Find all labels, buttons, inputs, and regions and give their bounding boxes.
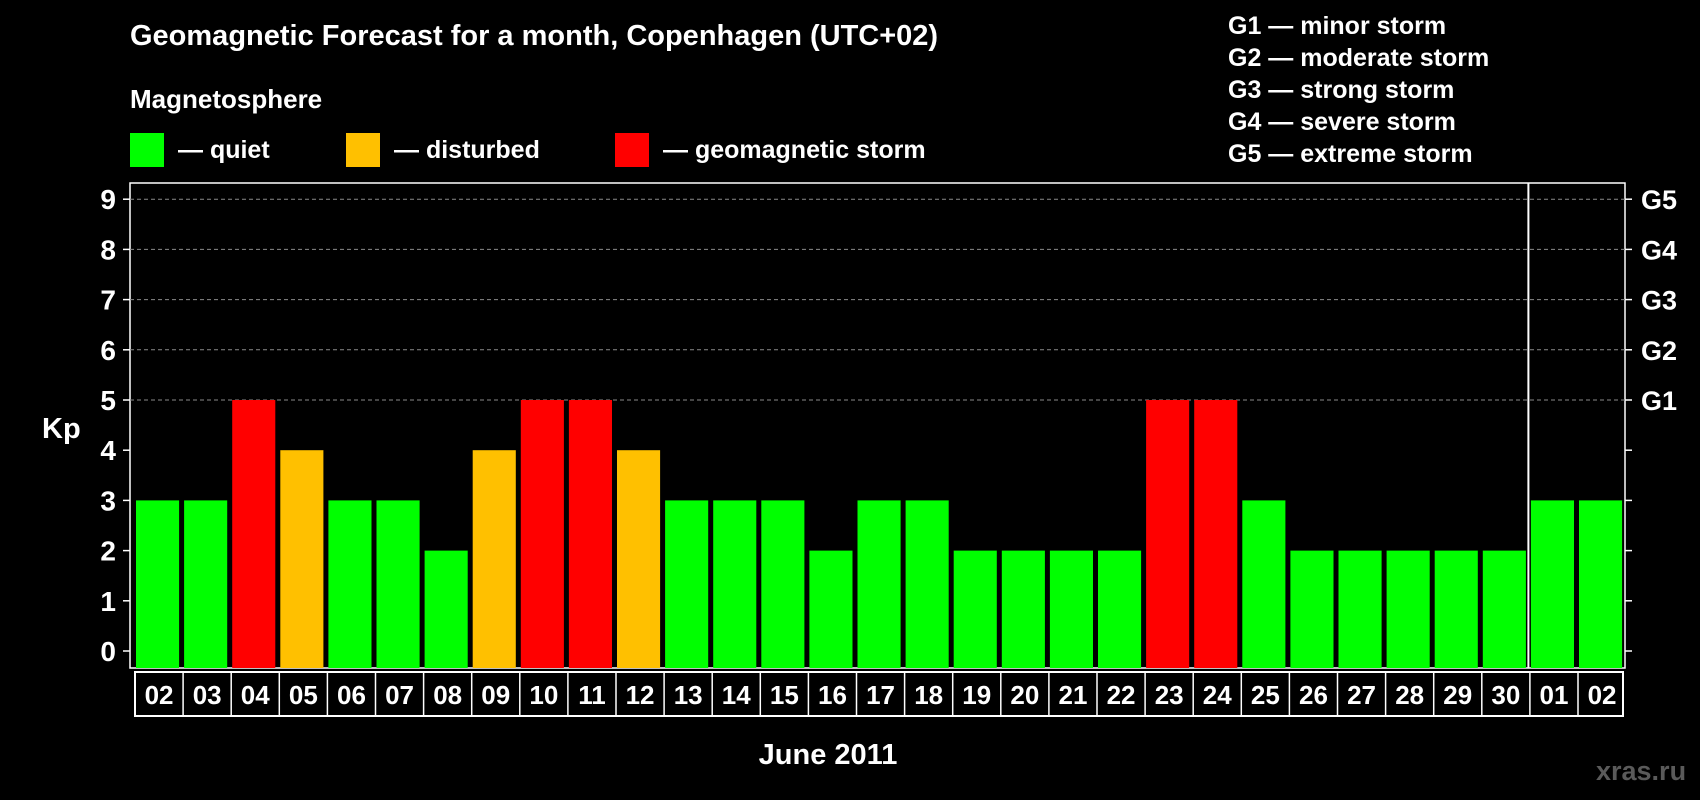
bar xyxy=(1338,550,1382,668)
bar xyxy=(1530,500,1574,668)
storm-level-g4: G4 — severe storm xyxy=(1228,108,1456,136)
x-tick-label: 05 xyxy=(289,680,318,710)
x-tick-label: 23 xyxy=(1155,680,1184,710)
x-tick-label: 27 xyxy=(1347,680,1376,710)
x-tick-label: 08 xyxy=(433,680,462,710)
legend-swatch-disturbed xyxy=(346,133,380,167)
bar xyxy=(136,500,180,668)
storm-level-g1: G1 — minor storm xyxy=(1228,12,1447,40)
bar xyxy=(232,400,276,668)
bar xyxy=(1146,400,1190,668)
bar xyxy=(1386,550,1430,668)
legend-item-quiet: — quiet xyxy=(130,133,270,167)
x-tick-label: 16 xyxy=(818,680,847,710)
x-tick-label: 22 xyxy=(1107,680,1136,710)
storm-level-g2: G2 — moderate storm xyxy=(1228,44,1490,72)
bar xyxy=(809,550,853,668)
y-tick-label: 6 xyxy=(100,335,116,366)
bar xyxy=(568,400,612,668)
bar xyxy=(905,500,949,668)
x-tick-label: 18 xyxy=(914,680,943,710)
bar xyxy=(617,450,661,668)
x-tick-label: 04 xyxy=(241,680,270,710)
bar xyxy=(665,500,709,668)
x-axis-label: June 2011 xyxy=(759,739,898,771)
y-tick-label: 2 xyxy=(100,536,116,567)
x-tick-label: 03 xyxy=(193,680,222,710)
legend-label-disturbed: — disturbed xyxy=(394,135,540,164)
g-level-label: G4 xyxy=(1641,235,1677,265)
y-tick-label: 5 xyxy=(100,385,116,416)
bar xyxy=(424,550,468,668)
bar xyxy=(520,400,564,668)
x-tick-label: 25 xyxy=(1251,680,1280,710)
legend-swatch-storm xyxy=(615,133,649,167)
x-tick-label: 06 xyxy=(337,680,366,710)
y-tick-label: 7 xyxy=(100,285,116,316)
bar xyxy=(857,500,901,668)
bar xyxy=(761,500,805,668)
g-level-label: G5 xyxy=(1641,185,1677,215)
y-tick-label: 8 xyxy=(100,234,116,265)
x-tick-label: 29 xyxy=(1443,680,1472,710)
legend-swatch-quiet xyxy=(130,133,164,167)
bar xyxy=(1098,550,1142,668)
bar xyxy=(1579,500,1623,668)
watermark: xras.ru xyxy=(1596,756,1687,786)
bar xyxy=(472,450,516,668)
x-tick-label: 02 xyxy=(145,680,174,710)
x-tick-label: 17 xyxy=(866,680,895,710)
x-tick-label: 21 xyxy=(1058,680,1087,710)
x-tick-label: 09 xyxy=(481,680,510,710)
x-tick-label: 11 xyxy=(578,680,606,710)
x-tick-label: 26 xyxy=(1299,680,1328,710)
bar xyxy=(1194,400,1238,668)
y-tick-label: 0 xyxy=(100,636,116,667)
g-level-label: G2 xyxy=(1641,336,1677,366)
x-tick-label: 15 xyxy=(770,680,799,710)
y-tick-label: 1 xyxy=(100,586,116,617)
bar xyxy=(1001,550,1045,668)
bar xyxy=(1049,550,1093,668)
x-tick-label: 10 xyxy=(529,680,558,710)
x-tick-label: 13 xyxy=(674,680,703,710)
bar xyxy=(280,450,324,668)
bar xyxy=(376,500,420,668)
chart-title: Geomagnetic Forecast for a month, Copenh… xyxy=(130,20,939,52)
bar xyxy=(184,500,228,668)
y-axis-label: Kp xyxy=(42,413,81,445)
storm-level-g5: G5 — extreme storm xyxy=(1228,140,1473,168)
y-tick-label: 9 xyxy=(100,184,116,215)
x-tick-label: 14 xyxy=(722,680,751,710)
x-tick-label: 20 xyxy=(1010,680,1039,710)
y-tick-label: 3 xyxy=(100,485,116,516)
y-tick-label: 4 xyxy=(100,435,116,466)
bar xyxy=(1482,550,1526,668)
legend-subtitle: Magnetosphere xyxy=(130,84,323,114)
x-tick-label: 30 xyxy=(1491,680,1520,710)
bar xyxy=(328,500,372,668)
bar xyxy=(1290,550,1334,668)
date-axis-frame xyxy=(134,671,1624,717)
bar xyxy=(1434,550,1478,668)
bar xyxy=(713,500,757,668)
x-tick-label: 12 xyxy=(626,680,655,710)
bar xyxy=(953,550,997,668)
bar xyxy=(1242,500,1286,668)
x-tick-label: 28 xyxy=(1395,680,1424,710)
g-level-label: G1 xyxy=(1641,386,1677,416)
g-level-label: G3 xyxy=(1641,286,1677,316)
legend-item-disturbed: — disturbed xyxy=(346,133,540,167)
x-tick-label: 24 xyxy=(1203,680,1232,710)
legend-label-storm: — geomagnetic storm xyxy=(663,135,926,164)
legend-item-storm: — geomagnetic storm xyxy=(615,133,926,167)
x-tick-label: 19 xyxy=(962,680,991,710)
storm-level-g3: G3 — strong storm xyxy=(1228,76,1455,104)
x-tick-label: 07 xyxy=(385,680,414,710)
x-tick-label: 02 xyxy=(1588,680,1617,710)
legend-label-quiet: — quiet xyxy=(178,135,270,164)
x-tick-label: 01 xyxy=(1539,680,1568,710)
